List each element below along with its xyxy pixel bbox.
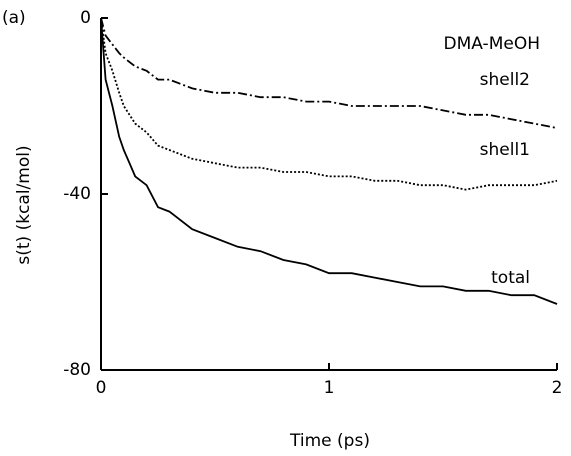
series-label: total [491, 268, 530, 288]
y-axis-label: s(t) (kcal/mol) [14, 145, 34, 264]
x-tick-label: 2 [552, 378, 563, 398]
y-tick-label: -80 [63, 360, 91, 380]
series-label: shell1 [480, 140, 530, 160]
x-axis-label: Time (ps) [289, 431, 370, 451]
series-line [100, 17, 558, 129]
series-label: shell2 [480, 70, 530, 90]
series-line [100, 17, 558, 305]
panel-label: (a) [2, 8, 26, 28]
x-tick-label: 1 [324, 378, 335, 398]
y-tick-label: 0 [80, 8, 91, 28]
x-tick-label: 0 [96, 378, 107, 398]
series-line [100, 17, 558, 191]
annotation: DMA-MeOH [444, 34, 540, 54]
y-tick-label: -40 [63, 184, 91, 204]
